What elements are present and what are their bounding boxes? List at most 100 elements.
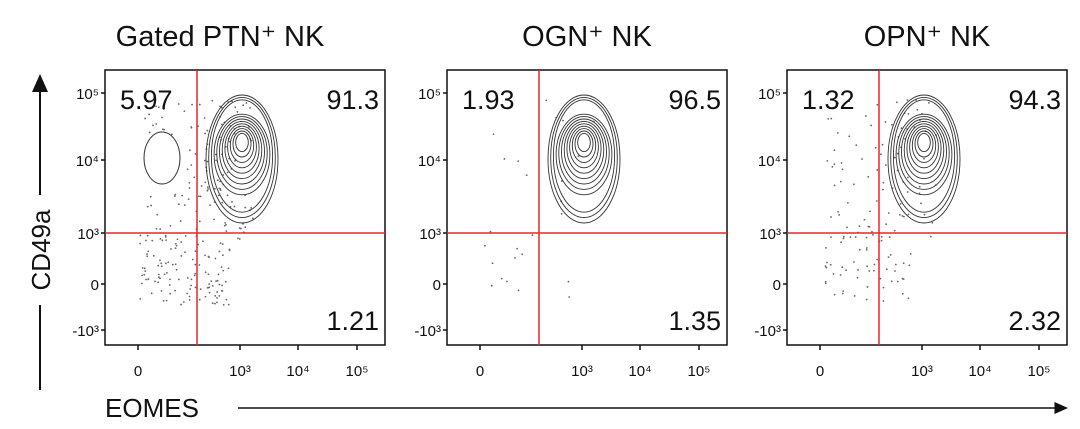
event-dot	[219, 105, 221, 108]
event-dot	[517, 160, 520, 163]
event-dot	[160, 265, 163, 268]
x-tick-label: 10⁴	[628, 363, 651, 380]
event-dot	[867, 225, 870, 228]
event-dot	[521, 253, 524, 256]
event-dot	[506, 280, 508, 283]
event-dot	[198, 264, 201, 266]
contour	[552, 99, 616, 213]
event-dot	[871, 233, 874, 236]
event-dot	[160, 289, 163, 292]
event-dot	[194, 286, 197, 289]
quadrant-value: 2.32	[1008, 306, 1061, 336]
event-dot	[841, 168, 844, 171]
panels: Gated PTN⁺ NK 5.97 91.3 1.21 10⁵ 10⁴ 10³ 0 -10³ 0…	[72, 21, 1068, 380]
event-dot	[186, 277, 189, 279]
event-dot	[213, 187, 216, 190]
contour	[561, 118, 607, 185]
contour	[917, 132, 931, 153]
event-dot	[931, 221, 934, 224]
plot-frame	[104, 69, 386, 346]
event-dot	[891, 123, 893, 126]
contour	[229, 128, 255, 163]
event-dot	[890, 280, 893, 283]
event-dot	[225, 230, 228, 233]
event-dot	[846, 226, 848, 229]
event-dot	[188, 295, 191, 298]
event-dot	[907, 176, 909, 179]
event-dot	[207, 286, 209, 289]
x-tick-label: 10⁵	[688, 363, 711, 380]
event-dot	[920, 202, 922, 205]
event-dot	[146, 234, 149, 237]
event-dot	[234, 106, 237, 109]
event-dot	[219, 242, 222, 245]
event-dot	[220, 289, 223, 292]
event-dot	[865, 298, 868, 301]
event-dot	[208, 291, 211, 294]
event-dot	[194, 263, 197, 266]
event-dot	[907, 213, 910, 216]
event-dot	[159, 277, 161, 280]
event-dot	[184, 235, 187, 237]
event-dot	[514, 256, 516, 259]
event-dot	[824, 282, 827, 285]
event-dot	[215, 159, 218, 162]
contour	[224, 123, 260, 174]
event-dot	[869, 210, 871, 213]
event-dot	[893, 229, 896, 232]
event-dot	[226, 171, 229, 174]
event-dot	[839, 274, 842, 276]
plot-frame	[446, 69, 728, 346]
event-dot	[180, 303, 182, 306]
event-dot	[210, 280, 213, 283]
event-dot	[831, 165, 834, 168]
event-dot	[845, 269, 848, 272]
contour	[566, 123, 602, 174]
event-dot	[214, 257, 217, 260]
event-dot	[145, 278, 147, 281]
event-dot	[164, 262, 167, 265]
event-dot	[863, 218, 866, 221]
event-dot	[923, 157, 925, 160]
event-dot	[244, 206, 247, 209]
event-dot	[157, 264, 160, 267]
event-dot	[833, 293, 836, 296]
event-dot	[208, 286, 211, 289]
event-dot	[155, 105, 157, 108]
plot-frame	[786, 69, 1068, 346]
event-dot	[194, 153, 197, 155]
event-dot	[193, 274, 196, 277]
event-dot	[216, 279, 219, 282]
event-dot	[825, 266, 828, 269]
event-dot	[227, 267, 230, 270]
event-dot	[186, 168, 189, 171]
quadrant-value: 1.93	[462, 85, 515, 115]
event-dot	[194, 250, 197, 253]
event-dot	[180, 241, 183, 243]
event-dot	[881, 143, 884, 146]
event-dot	[169, 292, 172, 295]
event-dot	[867, 176, 870, 178]
event-dot	[211, 302, 214, 305]
event-dot	[202, 240, 204, 243]
event-dot	[156, 213, 159, 216]
event-dot	[889, 254, 892, 256]
y-axis-label: CD49a	[26, 209, 56, 290]
event-dot	[902, 262, 905, 265]
event-dot	[567, 280, 570, 283]
event-dot	[216, 296, 218, 299]
event-dot	[150, 292, 153, 295]
event-dot	[165, 239, 167, 242]
event-dot	[923, 213, 926, 216]
event-dot	[177, 278, 180, 281]
event-dot	[531, 234, 534, 237]
event-dot	[824, 265, 827, 268]
event-dot	[833, 184, 836, 187]
event-dot	[139, 234, 142, 237]
event-dot	[198, 103, 201, 106]
event-dot	[222, 269, 225, 272]
contour	[143, 131, 181, 185]
event-dot	[842, 237, 845, 240]
event-dot	[204, 271, 207, 274]
event-dot	[217, 194, 220, 197]
